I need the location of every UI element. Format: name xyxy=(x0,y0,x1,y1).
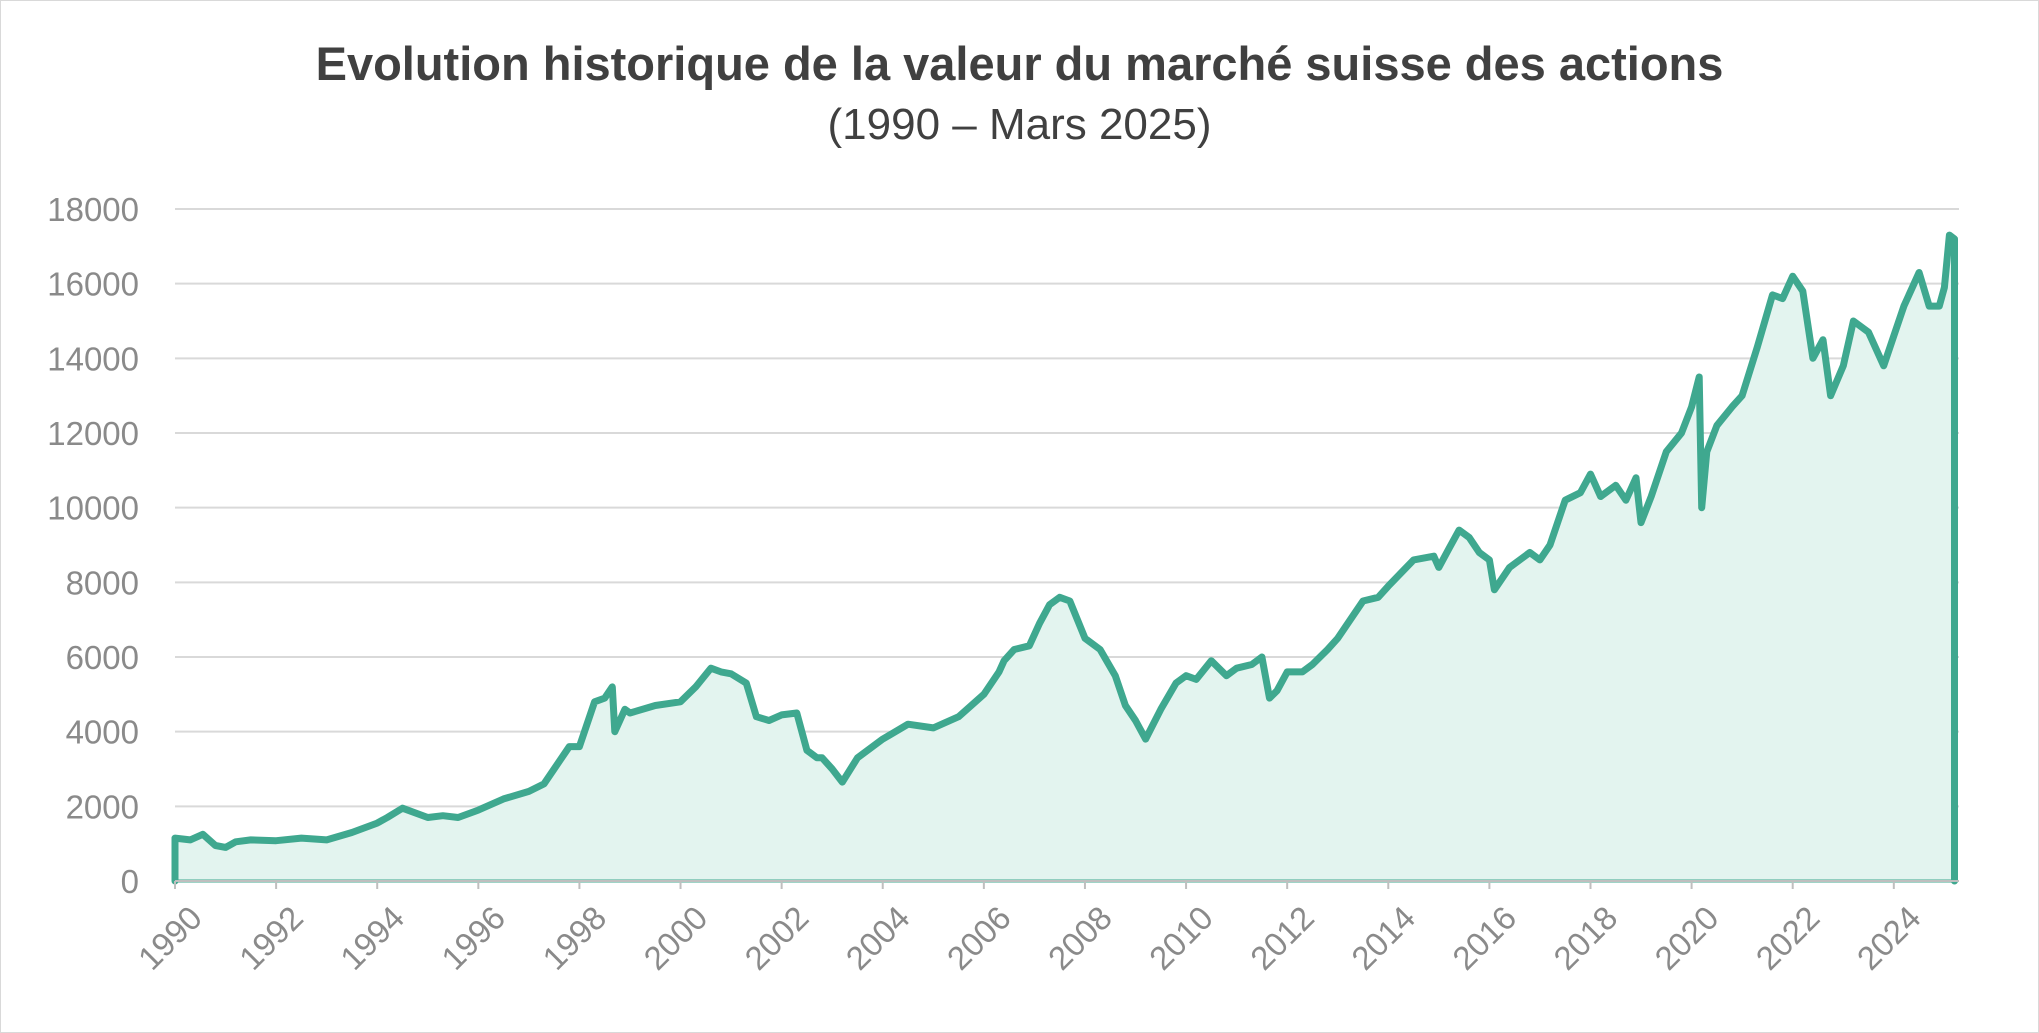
series-layer xyxy=(171,231,1958,885)
y-tick-label: 12000 xyxy=(47,415,139,452)
y-tick-label: 6000 xyxy=(66,639,139,676)
y-tick-label: 8000 xyxy=(66,564,139,601)
y-tick-label: 14000 xyxy=(47,340,139,377)
y-tick-label: 0 xyxy=(121,863,139,900)
x-tick-label: 1992 xyxy=(232,899,310,977)
y-tick-label: 18000 xyxy=(47,191,139,228)
x-tick-label: 2006 xyxy=(940,899,1018,977)
x-tick-label: 2012 xyxy=(1243,899,1321,977)
x-tick-label: 2016 xyxy=(1445,899,1523,977)
x-tick-label: 2004 xyxy=(839,899,917,977)
x-axis-ticks: 1990 1992 1994 1996 1998 2000 2002 2004 2006 2008… xyxy=(131,881,1928,977)
chart-subtitle: (1990 – Mars 2025) xyxy=(827,100,1212,149)
x-tick-label: 2018 xyxy=(1546,899,1624,977)
x-tick-label: 1996 xyxy=(434,899,512,977)
chart-title: Evolution historique de la valeur du mar… xyxy=(315,37,1724,90)
series-area-fill xyxy=(175,235,1955,882)
x-tick-label: 2000 xyxy=(636,899,714,977)
x-tick-label: 2024 xyxy=(1850,899,1928,977)
x-tick-label: 2022 xyxy=(1749,899,1827,977)
y-tick-label: 2000 xyxy=(66,788,139,825)
x-tick-label: 1994 xyxy=(333,899,411,977)
y-tick-label: 4000 xyxy=(66,714,139,751)
y-tick-label: 16000 xyxy=(47,266,139,303)
y-tick-label: 10000 xyxy=(47,490,139,527)
x-tick-label: 1998 xyxy=(535,899,613,977)
x-tick-label: 2014 xyxy=(1344,899,1422,977)
x-tick-label: 2002 xyxy=(737,899,815,977)
series-line xyxy=(171,231,1958,885)
x-tick-label: 2020 xyxy=(1647,899,1725,977)
x-tick-label: 2008 xyxy=(1041,899,1119,977)
x-tick-label: 1990 xyxy=(131,899,209,977)
x-tick-label: 2010 xyxy=(1142,899,1220,977)
y-axis-ticks: 0 2000 4000 6000 8000 10000 12000 14000 16000 180… xyxy=(47,191,139,900)
